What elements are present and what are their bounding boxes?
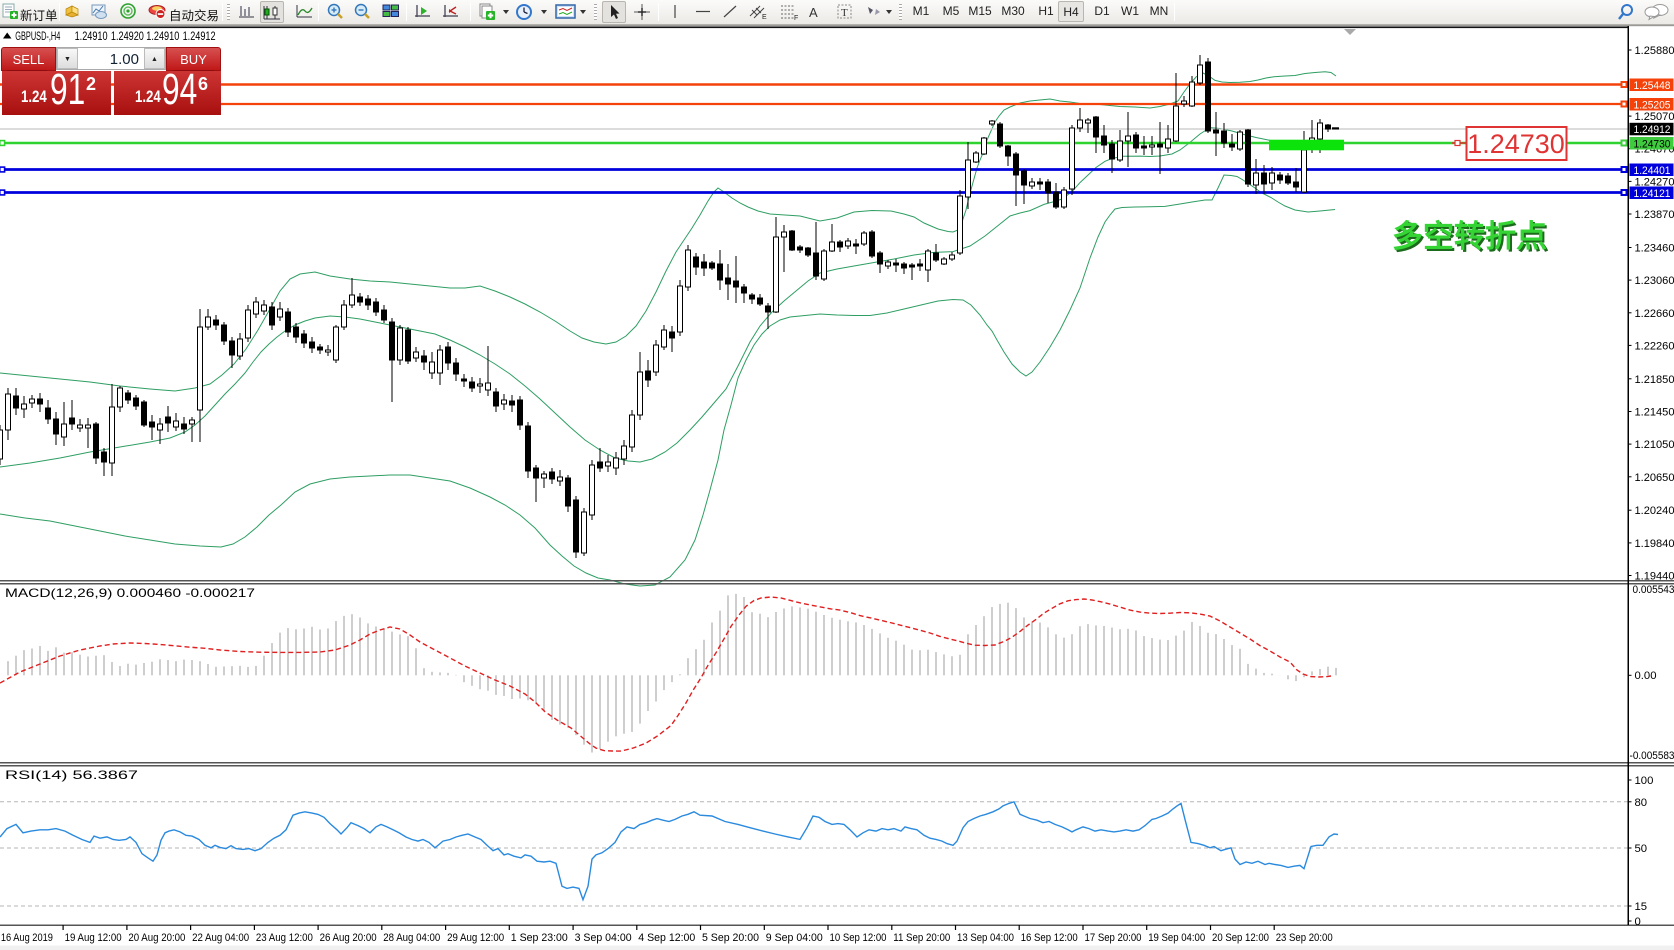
svg-text:-0.005583: -0.005583 bbox=[1630, 750, 1674, 762]
svg-text:16 Sep 12:00: 16 Sep 12:00 bbox=[1021, 932, 1078, 944]
svg-text:GBPUSD-,H4: GBPUSD-,H4 bbox=[15, 31, 60, 43]
svg-text:1.22660: 1.22660 bbox=[1635, 308, 1674, 320]
svg-text:1.24401: 1.24401 bbox=[1634, 165, 1671, 177]
svg-text:1.19440: 1.19440 bbox=[1635, 571, 1674, 583]
svg-text:多空转折点: 多空转折点 bbox=[1392, 219, 1547, 254]
svg-text:20 Sep 12:00: 20 Sep 12:00 bbox=[1212, 932, 1269, 944]
svg-text:1.23460: 1.23460 bbox=[1635, 243, 1674, 255]
svg-text:1.21050: 1.21050 bbox=[1635, 439, 1674, 451]
svg-text:RSI(14) 56.3867: RSI(14) 56.3867 bbox=[5, 768, 138, 782]
svg-text:23 Aug 12:00: 23 Aug 12:00 bbox=[256, 932, 313, 944]
svg-text:23 Sep 20:00: 23 Sep 20:00 bbox=[1276, 932, 1333, 944]
svg-text:0.005543: 0.005543 bbox=[1633, 584, 1674, 596]
svg-text:1.24912: 1.24912 bbox=[1634, 124, 1671, 136]
svg-text:MACD(12,26,9) 0.000460 -0.0002: MACD(12,26,9) 0.000460 -0.000217 bbox=[5, 586, 255, 600]
svg-text:1.21450: 1.21450 bbox=[1635, 407, 1674, 419]
svg-text:1.24912: 1.24912 bbox=[183, 31, 216, 43]
svg-text:1.22260: 1.22260 bbox=[1635, 340, 1674, 352]
svg-text:4 Sep 12:00: 4 Sep 12:00 bbox=[638, 932, 695, 944]
svg-text:1.20650: 1.20650 bbox=[1635, 472, 1674, 484]
svg-text:13 Sep 04:00: 13 Sep 04:00 bbox=[957, 932, 1014, 944]
svg-text:1.24121: 1.24121 bbox=[1634, 188, 1671, 200]
svg-text:1.24270: 1.24270 bbox=[1635, 176, 1674, 188]
svg-text:1.24730: 1.24730 bbox=[1634, 138, 1671, 150]
svg-text:29 Aug 12:00: 29 Aug 12:00 bbox=[447, 932, 504, 944]
svg-text:1.24730: 1.24730 bbox=[1467, 129, 1565, 159]
svg-text:10 Sep 12:00: 10 Sep 12:00 bbox=[830, 932, 887, 944]
svg-text:3 Sep 04:00: 3 Sep 04:00 bbox=[575, 932, 632, 944]
svg-text:1.25880: 1.25880 bbox=[1635, 45, 1674, 57]
svg-text:26 Aug 20:00: 26 Aug 20:00 bbox=[320, 932, 377, 944]
svg-text:T: T bbox=[841, 7, 848, 19]
svg-text:多空转折点: 多空转折点 bbox=[1394, 221, 1549, 256]
svg-text:17 Sep 20:00: 17 Sep 20:00 bbox=[1085, 932, 1142, 944]
svg-text:1.24910: 1.24910 bbox=[146, 31, 179, 43]
svg-text:19 Aug 12:00: 19 Aug 12:00 bbox=[65, 932, 122, 944]
svg-text:1.19840: 1.19840 bbox=[1635, 538, 1674, 550]
svg-text:E: E bbox=[762, 14, 767, 21]
svg-text:50: 50 bbox=[1635, 843, 1648, 855]
svg-text:0.00: 0.00 bbox=[1635, 670, 1657, 682]
svg-text:1.23060: 1.23060 bbox=[1635, 275, 1674, 287]
svg-text:15: 15 bbox=[1635, 901, 1648, 913]
svg-text:20 Aug 20:00: 20 Aug 20:00 bbox=[128, 932, 185, 944]
svg-text:1.25070: 1.25070 bbox=[1635, 111, 1674, 123]
svg-text:1.25448: 1.25448 bbox=[1634, 80, 1671, 92]
svg-text:19 Sep 04:00: 19 Sep 04:00 bbox=[1148, 932, 1205, 944]
svg-text:22 Aug 04:00: 22 Aug 04:00 bbox=[192, 932, 249, 944]
svg-text:16 Aug 2019: 16 Aug 2019 bbox=[1, 932, 53, 944]
svg-text:0: 0 bbox=[1635, 916, 1641, 928]
svg-text:F: F bbox=[794, 15, 798, 21]
svg-text:100: 100 bbox=[1635, 775, 1654, 787]
svg-text:5 Sep 20:00: 5 Sep 20:00 bbox=[702, 932, 759, 944]
svg-text:80: 80 bbox=[1635, 797, 1648, 809]
svg-text:1.23870: 1.23870 bbox=[1635, 209, 1674, 221]
svg-text:9 Sep 04:00: 9 Sep 04:00 bbox=[766, 932, 823, 944]
svg-text:1.20240: 1.20240 bbox=[1635, 505, 1674, 517]
svg-text:1.21850: 1.21850 bbox=[1635, 374, 1674, 386]
svg-text:11 Sep 20:00: 11 Sep 20:00 bbox=[893, 932, 950, 944]
svg-text:1.25205: 1.25205 bbox=[1634, 99, 1671, 111]
svg-text:1 Sep 23:00: 1 Sep 23:00 bbox=[511, 932, 568, 944]
svg-text:28 Aug 04:00: 28 Aug 04:00 bbox=[383, 932, 440, 944]
svg-text:1.24910: 1.24910 bbox=[75, 31, 108, 43]
svg-text:1.24920: 1.24920 bbox=[111, 31, 144, 43]
